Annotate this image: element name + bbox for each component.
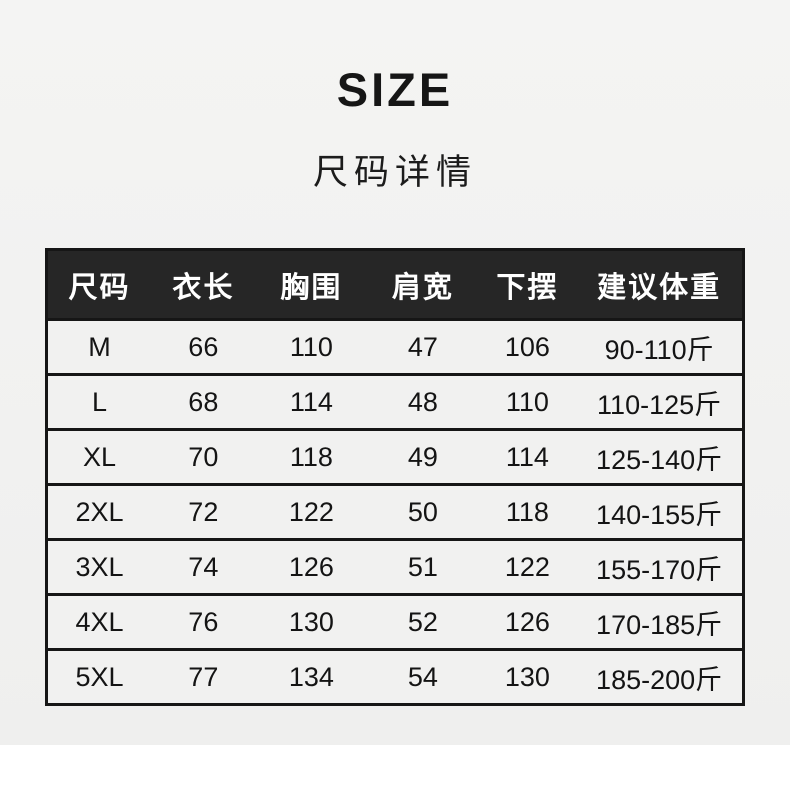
column-header: 胸围 bbox=[255, 248, 368, 321]
table-row: M 66 110 47 106 90-110斤 bbox=[46, 318, 744, 376]
table-cell: M bbox=[46, 318, 152, 376]
table-cell: 66 bbox=[151, 318, 256, 376]
table-cell: L bbox=[46, 373, 152, 431]
table-cell: 134 bbox=[255, 648, 368, 706]
table-cell: 2XL bbox=[46, 483, 152, 541]
size-table-header: 尺码 衣长 胸围 肩宽 下摆 建议体重 bbox=[46, 248, 744, 321]
table-cell: 130 bbox=[255, 593, 368, 651]
table-cell: 126 bbox=[255, 538, 368, 596]
table-cell: 122 bbox=[255, 483, 368, 541]
table-cell: 90-110斤 bbox=[576, 318, 744, 376]
table-cell: 185-200斤 bbox=[576, 648, 744, 706]
table-cell: 52 bbox=[367, 593, 479, 651]
column-header: 建议体重 bbox=[576, 248, 744, 321]
table-cell: 50 bbox=[367, 483, 479, 541]
table-cell: 110 bbox=[478, 373, 577, 431]
table-cell: 140-155斤 bbox=[576, 483, 744, 541]
table-cell: 74 bbox=[151, 538, 256, 596]
table-cell: 130 bbox=[478, 648, 577, 706]
table-cell: XL bbox=[46, 428, 152, 486]
table-cell: 48 bbox=[367, 373, 479, 431]
table-cell: 122 bbox=[478, 538, 577, 596]
table-cell: 3XL bbox=[46, 538, 152, 596]
table-cell: 70 bbox=[151, 428, 256, 486]
table-cell: 106 bbox=[478, 318, 577, 376]
table-cell: 114 bbox=[255, 373, 368, 431]
column-header: 肩宽 bbox=[367, 248, 479, 321]
table-header-row: 尺码 衣长 胸围 肩宽 下摆 建议体重 bbox=[46, 248, 744, 321]
table-cell: 110 bbox=[255, 318, 368, 376]
column-header: 衣长 bbox=[151, 248, 256, 321]
size-table-body: M 66 110 47 106 90-110斤 L 68 114 48 110 110-125斤 XL 7… bbox=[46, 318, 744, 706]
table-cell: 54 bbox=[367, 648, 479, 706]
table-cell: 125-140斤 bbox=[576, 428, 744, 486]
table-cell: 5XL bbox=[46, 648, 152, 706]
table-row: 3XL 74 126 51 122 155-170斤 bbox=[46, 538, 744, 596]
table-row: 4XL 76 130 52 126 170-185斤 bbox=[46, 593, 744, 651]
table-cell: 4XL bbox=[46, 593, 152, 651]
column-header: 尺码 bbox=[46, 248, 152, 321]
table-cell: 155-170斤 bbox=[576, 538, 744, 596]
table-row: 2XL 72 122 50 118 140-155斤 bbox=[46, 483, 744, 541]
table-cell: 76 bbox=[151, 593, 256, 651]
page-title: SIZE bbox=[336, 63, 454, 116]
table-row: 5XL 77 134 54 130 185-200斤 bbox=[46, 648, 744, 706]
size-chart-panel: SIZE 尺码详情 尺码 衣长 胸围 肩宽 下摆 建议体重 M 66 110 47 106 90-1… bbox=[0, 0, 790, 745]
table-cell: 68 bbox=[151, 373, 256, 431]
bottom-whitespace bbox=[0, 745, 790, 791]
table-cell: 118 bbox=[255, 428, 368, 486]
table-cell: 118 bbox=[478, 483, 577, 541]
table-cell: 170-185斤 bbox=[576, 593, 744, 651]
table-cell: 51 bbox=[367, 538, 479, 596]
table-row: L 68 114 48 110 110-125斤 bbox=[46, 373, 744, 431]
table-cell: 77 bbox=[151, 648, 256, 706]
table-cell: 72 bbox=[151, 483, 256, 541]
table-cell: 110-125斤 bbox=[576, 373, 744, 431]
page-subtitle: 尺码详情 bbox=[312, 153, 477, 192]
table-row: XL 70 118 49 114 125-140斤 bbox=[46, 428, 744, 486]
table-cell: 49 bbox=[367, 428, 479, 486]
column-header: 下摆 bbox=[478, 248, 577, 321]
table-cell: 47 bbox=[367, 318, 479, 376]
table-cell: 126 bbox=[478, 593, 577, 651]
table-cell: 114 bbox=[478, 428, 577, 486]
size-table: 尺码 衣长 胸围 肩宽 下摆 建议体重 M 66 110 47 106 90-110斤 L 68 114 4… bbox=[45, 248, 745, 706]
